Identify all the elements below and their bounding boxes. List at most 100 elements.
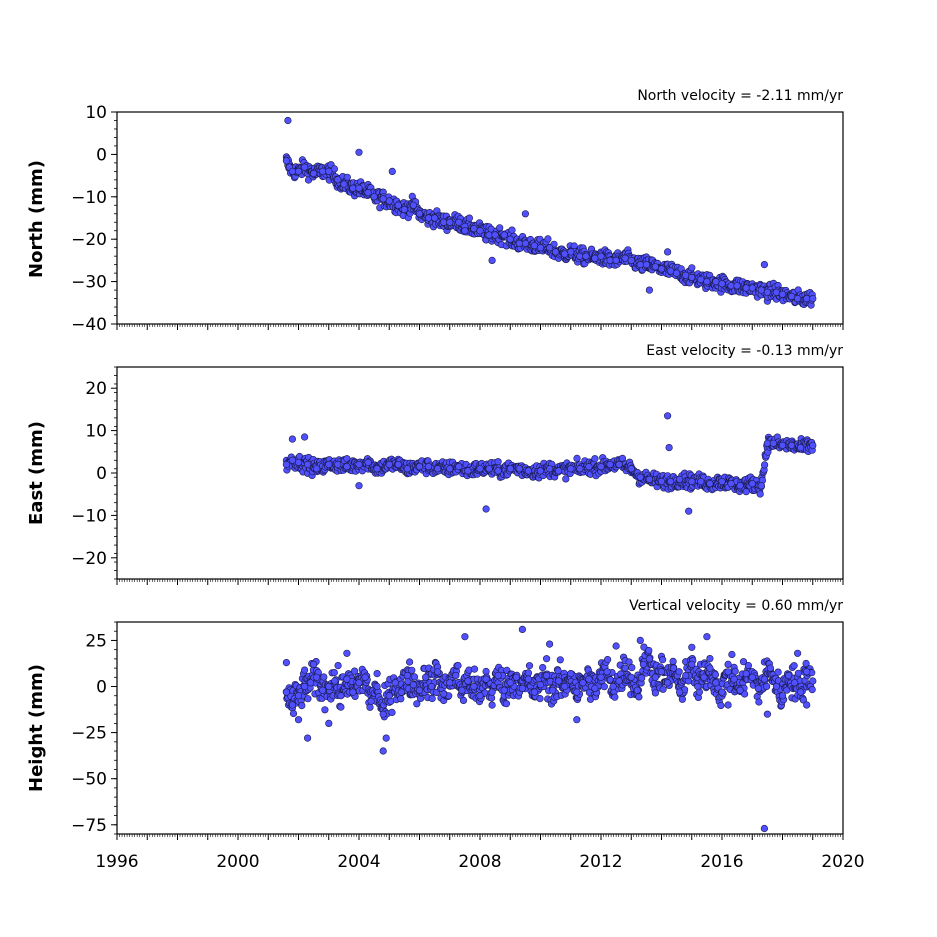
east-ytick-label: 20 <box>85 379 107 399</box>
east-point <box>685 507 693 515</box>
height-point <box>542 671 551 680</box>
east-point <box>809 441 817 450</box>
north-point <box>642 261 651 269</box>
north-plot-frame <box>116 111 844 325</box>
height-point <box>470 665 479 673</box>
north-point <box>544 235 552 243</box>
north-point <box>301 163 309 171</box>
height-point <box>294 716 303 724</box>
height-point <box>325 719 333 728</box>
height-point <box>724 668 732 676</box>
north-point <box>415 210 424 218</box>
east-point <box>485 465 493 473</box>
height-point <box>803 701 811 709</box>
east-point <box>536 467 545 475</box>
height-point <box>694 682 702 691</box>
height-point <box>379 710 387 718</box>
height-point <box>615 677 623 685</box>
height-point <box>579 679 587 687</box>
north-point <box>455 218 463 226</box>
north-point <box>340 180 348 188</box>
east-point <box>606 460 614 469</box>
height-point <box>712 679 720 687</box>
east-ylabel: East (mm) <box>26 421 47 525</box>
height-ytick-label: −25 <box>71 724 107 744</box>
height-ylabel: Height (mm) <box>26 664 47 792</box>
x-tick-label: 2012 <box>579 852 622 872</box>
height-point <box>793 649 802 657</box>
height-point <box>611 693 619 701</box>
height-point <box>397 695 405 703</box>
height-panel: Vertical velocity = 0.60 mm/yr Height (m… <box>26 598 844 840</box>
height-point <box>373 669 381 678</box>
east-point <box>343 463 351 471</box>
east-point <box>697 477 705 486</box>
east-point <box>736 482 744 490</box>
height-point <box>597 673 605 681</box>
north-point <box>645 286 654 294</box>
height-point <box>766 664 775 672</box>
height-point <box>536 681 545 689</box>
height-point <box>545 640 554 648</box>
height-point <box>320 673 328 681</box>
height-point <box>361 673 369 681</box>
east-point <box>515 465 523 473</box>
height-point <box>524 675 533 683</box>
east-point <box>494 467 502 475</box>
north-point <box>319 167 327 175</box>
height-point <box>301 682 309 691</box>
north-panel: North velocity = -2.11 mm/yr North (mm) … <box>26 88 844 335</box>
north-point <box>757 286 765 294</box>
east-point <box>597 463 605 471</box>
east-point <box>787 441 796 450</box>
height-point <box>428 682 436 691</box>
height-point <box>736 686 744 694</box>
height-point <box>688 660 696 669</box>
east-point <box>763 439 772 447</box>
height-point <box>304 695 312 703</box>
height-point <box>809 677 817 685</box>
height-point <box>388 708 396 717</box>
height-point <box>796 688 805 696</box>
height-point <box>379 747 387 755</box>
height-point <box>682 671 690 680</box>
east-point <box>663 412 672 420</box>
north-point <box>760 261 769 269</box>
north-point <box>355 184 363 192</box>
height-point <box>700 673 708 681</box>
height-point <box>428 694 436 703</box>
north-point <box>591 254 599 262</box>
north-point <box>803 295 811 303</box>
height-point <box>343 675 351 683</box>
north-point <box>651 263 660 271</box>
height-point <box>298 701 306 710</box>
height-point <box>724 660 732 669</box>
east-point <box>282 460 291 469</box>
height-point <box>573 688 581 696</box>
height-ytick-label: −50 <box>71 770 107 790</box>
north-point <box>388 167 396 175</box>
north-point <box>809 295 817 303</box>
north-point <box>521 210 530 218</box>
height-point <box>567 669 575 678</box>
east-point <box>688 477 696 486</box>
north-point <box>431 214 439 222</box>
height-point <box>464 677 472 685</box>
x-tick-label: 2004 <box>337 852 380 872</box>
height-point <box>500 686 508 694</box>
east-point <box>385 460 393 469</box>
height-point <box>288 701 297 709</box>
north-point <box>727 282 735 290</box>
height-point <box>772 682 781 691</box>
height-point <box>536 694 544 703</box>
north-point <box>551 248 560 256</box>
height-point <box>790 662 798 670</box>
north-xticks <box>116 324 844 330</box>
north-ytick-label: 0 <box>96 145 107 165</box>
height-point <box>542 655 551 663</box>
north-point <box>793 295 802 303</box>
east-point <box>636 473 644 481</box>
height-point <box>319 686 327 694</box>
north-point <box>488 256 496 265</box>
height-point <box>482 675 490 683</box>
